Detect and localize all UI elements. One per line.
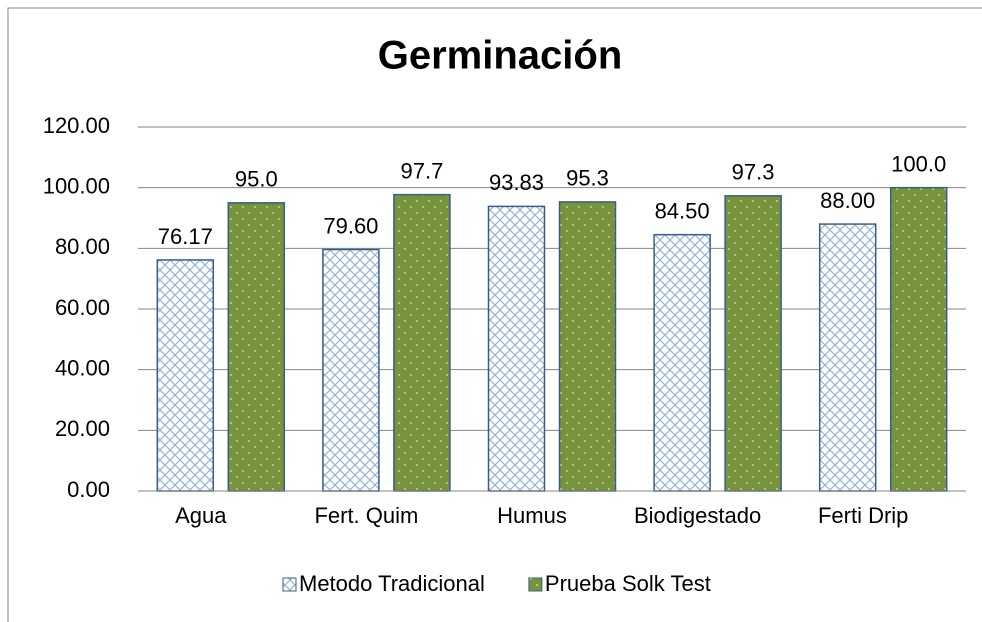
data-label: 95.0 xyxy=(235,167,278,192)
bar xyxy=(227,202,286,492)
legend-swatch xyxy=(282,577,297,592)
data-label: 95.3 xyxy=(566,166,609,191)
x-tick-label: Fert. Quim xyxy=(314,503,418,528)
legend-swatch xyxy=(528,577,543,592)
data-label: 88.00 xyxy=(820,188,875,213)
bar xyxy=(653,233,711,492)
data-label: 84.50 xyxy=(655,198,710,223)
bar xyxy=(393,193,451,492)
data-label: 79.60 xyxy=(323,213,378,238)
x-tick-label: Ferti Drip xyxy=(818,503,908,528)
data-label: 76.17 xyxy=(158,224,213,249)
bar xyxy=(889,186,948,492)
data-label: 93.83 xyxy=(489,170,544,195)
bar xyxy=(487,205,546,492)
y-tick-label: 120.00 xyxy=(43,113,110,138)
x-tick-label: Humus xyxy=(497,503,567,528)
chart-title: Germinación xyxy=(378,34,623,78)
legend-label: Prueba Solk Test xyxy=(545,571,711,596)
x-tick-label: Biodigestado xyxy=(634,503,761,528)
data-label: 100.0 xyxy=(891,151,946,176)
y-tick-label: 40.00 xyxy=(55,355,110,380)
y-tick-label: 80.00 xyxy=(55,234,110,259)
y-tick-label: 100.00 xyxy=(43,173,110,198)
data-label: 97.7 xyxy=(400,158,443,183)
y-tick-label: 0.00 xyxy=(67,477,110,502)
y-tick-label: 20.00 xyxy=(55,416,110,441)
legend-label: Metodo Tradicional xyxy=(299,571,485,596)
y-tick-label: 60.00 xyxy=(55,295,110,320)
bar xyxy=(724,195,782,492)
data-label: 97.3 xyxy=(732,160,775,185)
x-tick-label: Agua xyxy=(175,503,227,528)
bar xyxy=(156,259,215,492)
bar xyxy=(322,248,380,492)
bar xyxy=(558,201,617,492)
bar xyxy=(818,223,877,492)
